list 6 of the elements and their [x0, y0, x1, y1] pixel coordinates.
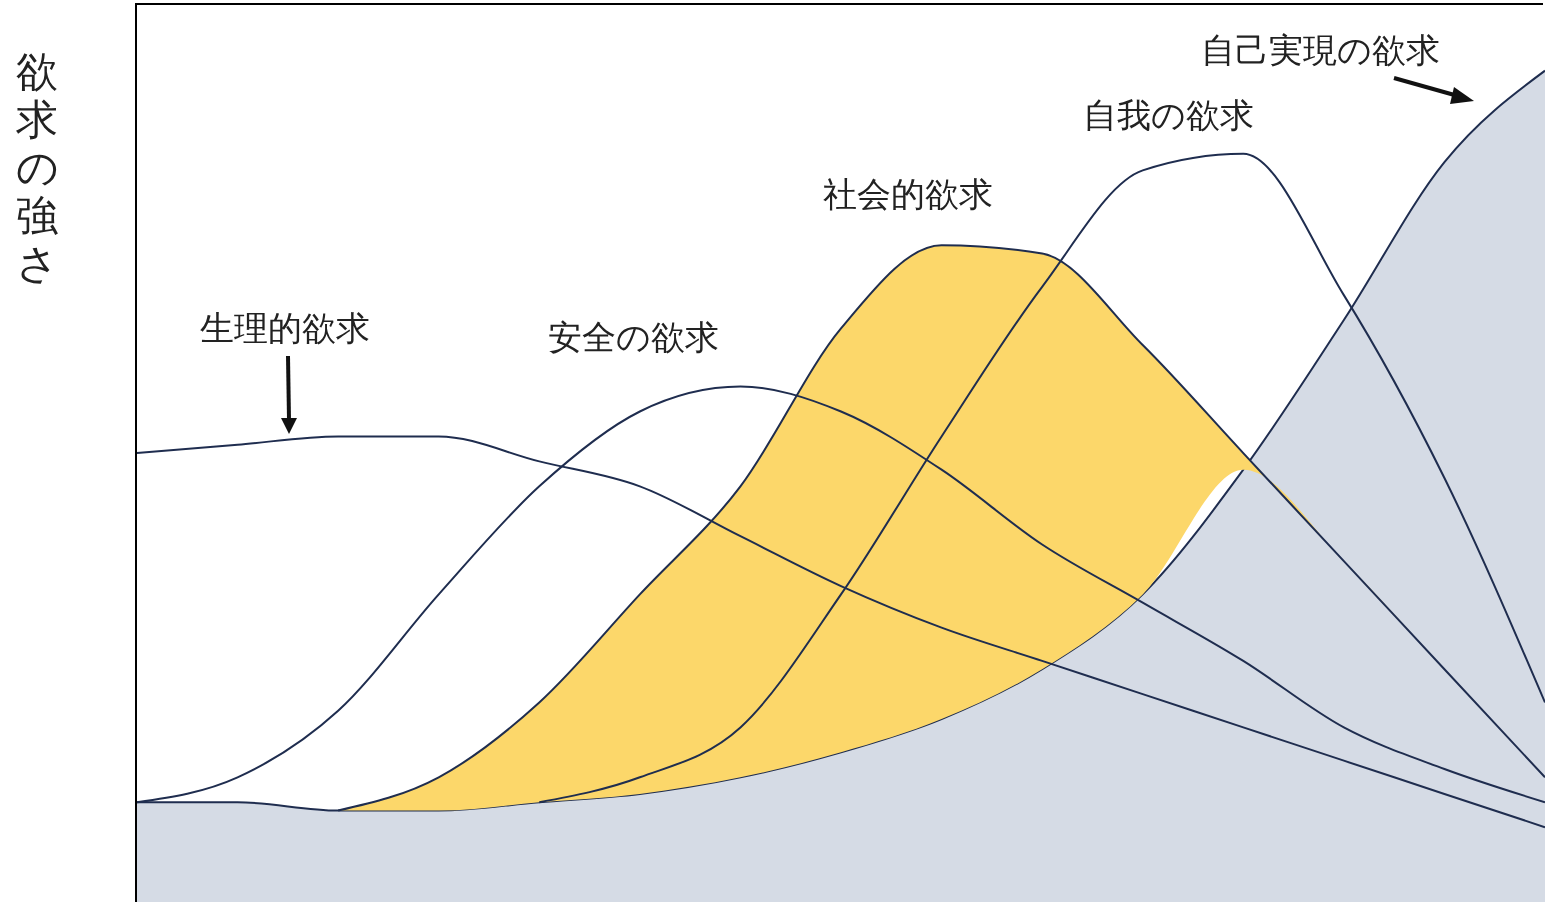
series-label: 安全の欲求 — [546, 316, 720, 357]
series-label: 社会的欲求 — [821, 174, 994, 215]
text: 生理的欲求 — [199, 308, 372, 349]
series-label: 自己実現の欲求 — [1199, 29, 1441, 70]
series-label: 自我の欲求 — [1081, 94, 1255, 135]
y-axis-title: 欲求の強さ — [16, 47, 60, 288]
